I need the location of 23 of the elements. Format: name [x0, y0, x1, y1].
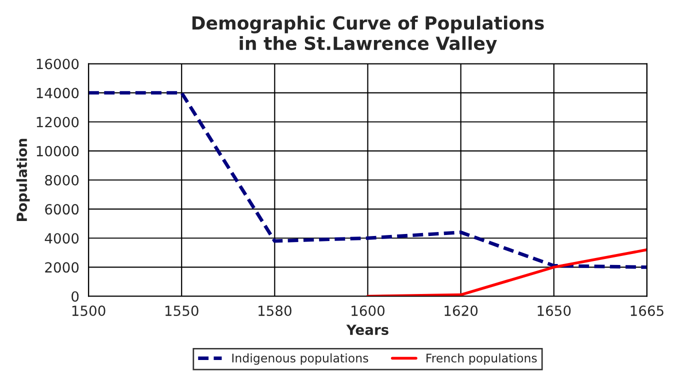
y-tick-label: 12000 — [36, 116, 79, 128]
y-tick-label: 14000 — [36, 88, 79, 98]
y-tick-label: 2000 — [45, 262, 79, 273]
y-axis-title: Population — [16, 138, 30, 221]
y-tick-label: 4000 — [44, 233, 79, 244]
x-axis-title: Years — [346, 324, 388, 336]
y-tick-label: 16000 — [36, 58, 79, 70]
x-tick-label: 1550 — [165, 306, 198, 316]
y-tick-label: 10000 — [36, 146, 79, 156]
y-tick-label: 0 — [72, 291, 79, 302]
x-tick-label: 1600 — [352, 306, 384, 316]
y-tick-label: 8000 — [45, 174, 79, 186]
legend-label: Indigenous populations — [232, 353, 368, 365]
legend-label: French populations — [426, 353, 537, 365]
x-tick-label: 1650 — [538, 306, 571, 316]
x-tick-label: 1500 — [72, 306, 106, 316]
line-series — [366, 248, 647, 296]
chart-title: Demographic Curve of Populations in the St.Lawrence Valley — [192, 16, 544, 54]
x-tick-label: 1620 — [444, 306, 478, 316]
line-series — [88, 91, 647, 269]
y-tick-label: 6000 — [45, 204, 79, 215]
x-tick-label: 1665 — [630, 306, 664, 316]
x-tick-label: 1580 — [258, 306, 292, 316]
